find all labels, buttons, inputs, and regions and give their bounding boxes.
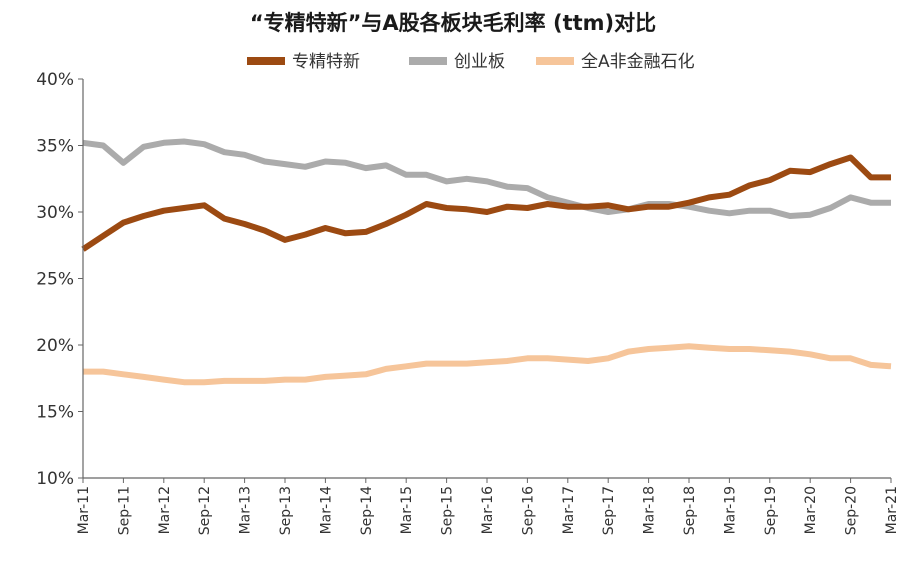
y-tick-label: 30% bbox=[36, 203, 74, 223]
x-tick-label: Mar-17 bbox=[561, 486, 577, 534]
x-tick-label: Sep-12 bbox=[197, 486, 213, 535]
x-tick-label: Mar-19 bbox=[722, 486, 738, 534]
legend-label-qafjrsh: 全A非金融石化 bbox=[581, 52, 695, 72]
series-line-cyb bbox=[82, 138, 891, 219]
x-tick-label: Mar-15 bbox=[399, 486, 415, 534]
y-tick-label: 20% bbox=[36, 336, 74, 356]
x-tick-label: Sep-18 bbox=[682, 486, 698, 535]
series-line-zjtx bbox=[81, 154, 891, 252]
x-tick-label: Sep-13 bbox=[278, 486, 294, 535]
x-tick-label: Sep-11 bbox=[116, 486, 132, 535]
x-tick-label: Sep-17 bbox=[601, 486, 617, 535]
x-tick-label: Sep-14 bbox=[359, 486, 375, 535]
legend-label-cyb: 创业板 bbox=[454, 52, 505, 72]
x-tick-label: Sep-15 bbox=[440, 486, 456, 535]
series-line-qafjrsh bbox=[83, 343, 892, 386]
x-tick-label: Sep-16 bbox=[520, 486, 536, 535]
chart-legend: 专精特新 创业板 全A非金融石化 bbox=[247, 52, 695, 72]
x-tick-label: Mar-16 bbox=[480, 486, 496, 534]
y-axis-ticks: 10% 15% 20% 25% 30% 35% 40% bbox=[36, 70, 83, 489]
y-tick-label: 40% bbox=[36, 70, 74, 90]
x-tick-label: Sep-20 bbox=[844, 486, 860, 535]
x-tick-label: Mar-14 bbox=[318, 486, 334, 534]
y-tick-label: 25% bbox=[36, 270, 74, 290]
series-lines bbox=[81, 138, 892, 386]
y-tick-label: 15% bbox=[36, 403, 74, 423]
x-tick-label: Mar-11 bbox=[76, 486, 92, 534]
x-tick-label: Sep-19 bbox=[763, 486, 779, 535]
x-tick-label: Mar-20 bbox=[803, 486, 819, 534]
chart-title: “专精特新”与A股各板块毛利率 (ttm)对比 bbox=[250, 11, 656, 35]
x-tick-label: Mar-13 bbox=[238, 486, 254, 534]
x-tick-label: Mar-21 bbox=[884, 486, 900, 534]
y-tick-label: 10% bbox=[36, 469, 74, 489]
legend-label-zjtx: 专精特新 bbox=[292, 52, 360, 72]
x-axis-ticks: Mar-11 Sep-11 Mar-12 Sep-12 Mar-13 Sep-13 Mar-… bbox=[76, 478, 900, 535]
x-tick-label: Mar-18 bbox=[642, 486, 658, 534]
y-tick-label: 35% bbox=[36, 137, 74, 157]
x-tick-label: Mar-12 bbox=[157, 486, 173, 534]
